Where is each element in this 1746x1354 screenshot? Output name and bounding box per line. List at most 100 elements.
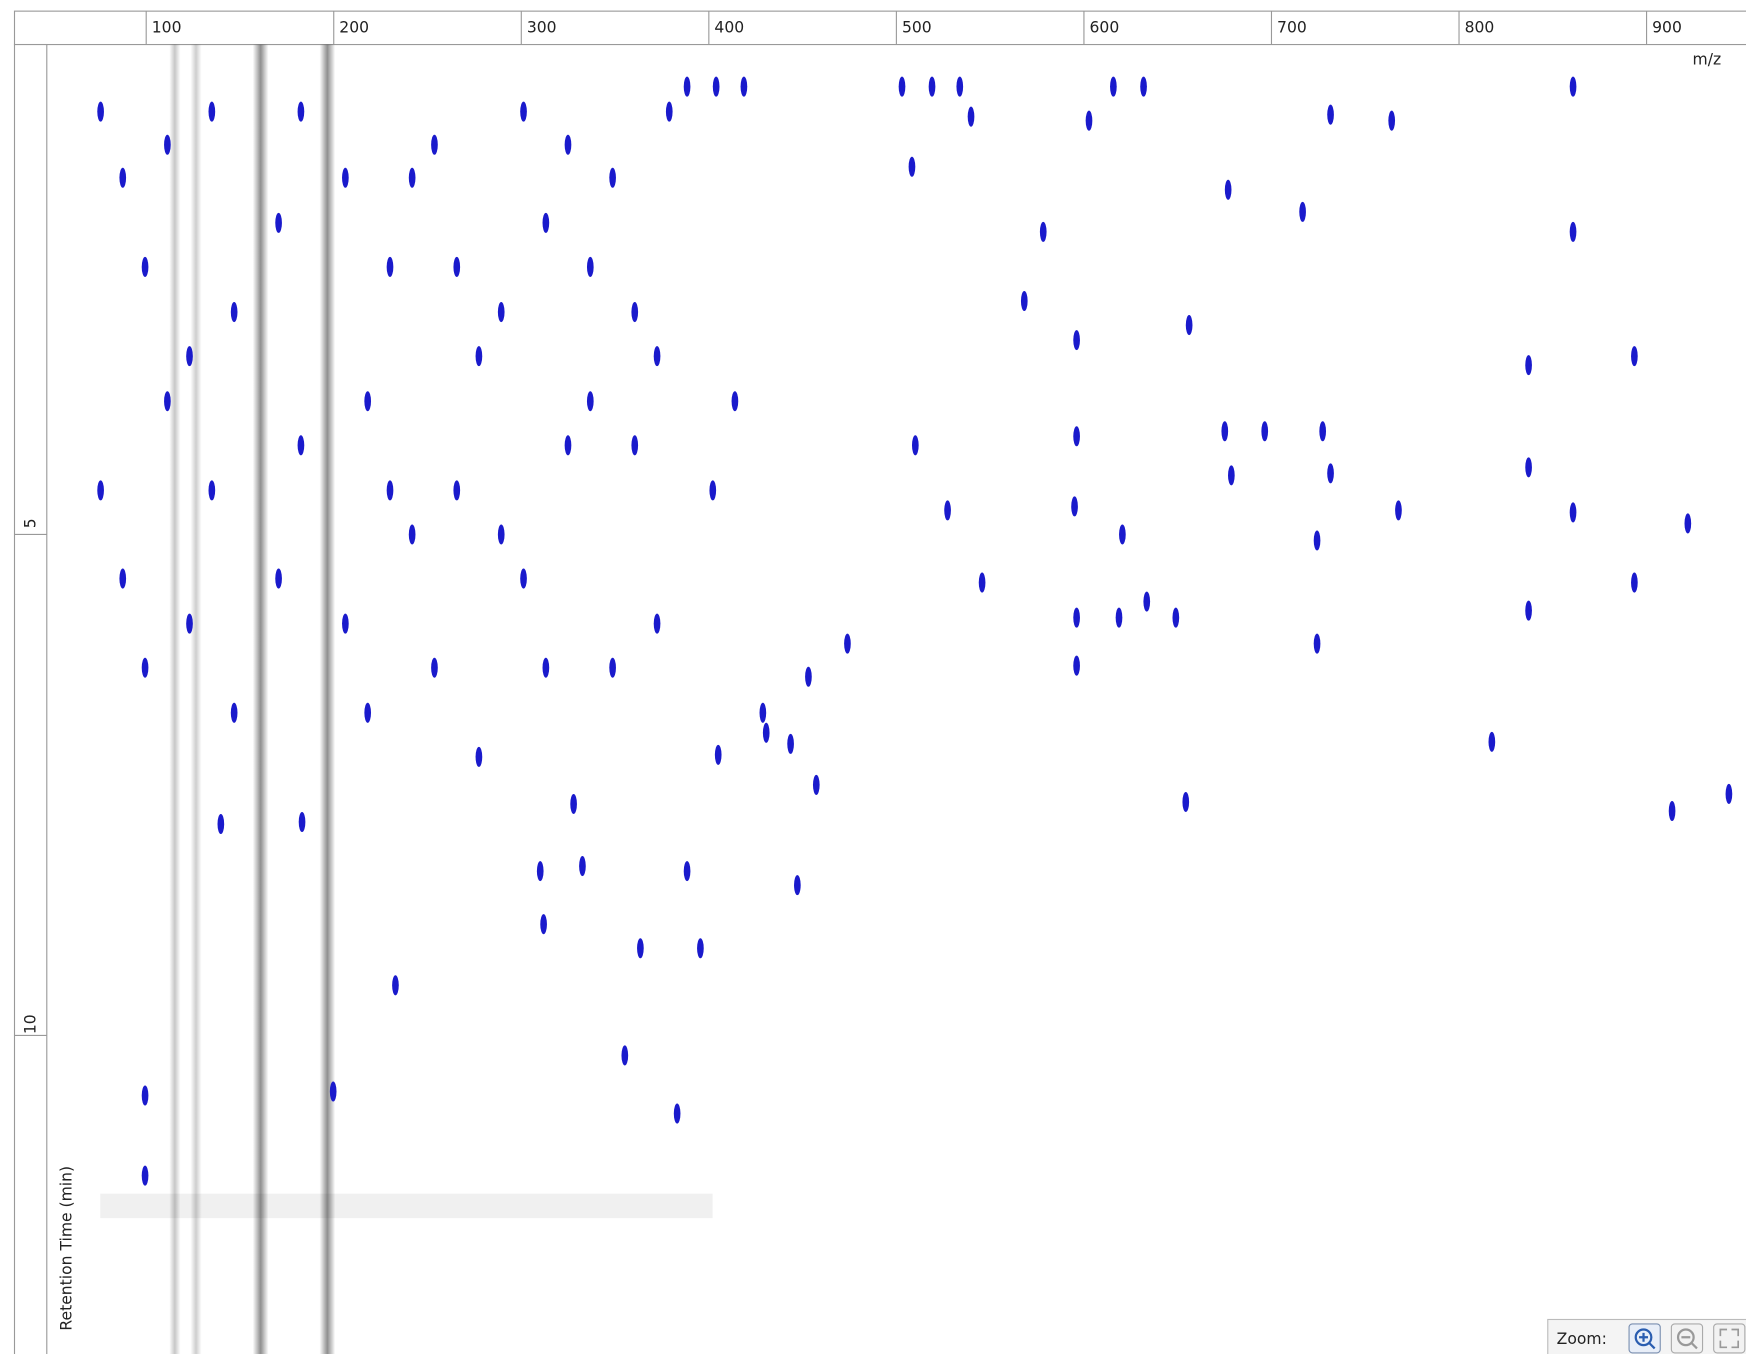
zoom-out-button[interactable] (1671, 1324, 1702, 1353)
peak (142, 257, 149, 277)
peak (666, 102, 673, 122)
peak (674, 1104, 681, 1124)
peak (1525, 601, 1532, 621)
peak (1299, 202, 1306, 222)
x-tick-label: 900 (1652, 18, 1682, 36)
peak (1073, 608, 1080, 628)
peak (760, 703, 767, 723)
peak (732, 391, 739, 411)
peak (217, 814, 224, 834)
peak (621, 1045, 628, 1065)
peak (1395, 500, 1402, 520)
peak (909, 157, 916, 177)
peak (899, 77, 906, 97)
zoom-fit-button[interactable] (1714, 1324, 1745, 1353)
peak (794, 875, 801, 895)
x-tick-label: 300 (527, 18, 557, 36)
peak (844, 634, 851, 654)
peak (684, 861, 691, 881)
peak (409, 168, 416, 188)
peak (944, 500, 951, 520)
peak (537, 861, 544, 881)
x-axis-label: m/z (1693, 51, 1722, 69)
peak (231, 703, 238, 723)
peak (298, 435, 305, 455)
peak (119, 569, 126, 589)
background-signal (190, 45, 201, 1354)
peak (431, 135, 438, 155)
zoom-in-button[interactable] (1629, 1324, 1660, 1353)
peak (1570, 502, 1577, 522)
peak (364, 391, 371, 411)
peak (275, 213, 282, 233)
peak (164, 135, 171, 155)
x-tick-label: 100 (152, 18, 182, 36)
peak (476, 747, 483, 767)
peak (929, 77, 936, 97)
peak (813, 775, 820, 795)
peak (520, 102, 527, 122)
plot-area (97, 45, 1732, 1354)
peak (498, 524, 505, 544)
peak (1071, 496, 1078, 516)
peak (1631, 573, 1638, 593)
zoom-label: Zoom: (1557, 1330, 1607, 1348)
peak (1021, 291, 1028, 311)
peak (387, 257, 394, 277)
peak (1228, 465, 1235, 485)
peak (231, 302, 238, 322)
peak (409, 524, 416, 544)
peak (609, 658, 616, 678)
peak (1388, 111, 1395, 131)
background-signal (100, 1194, 712, 1218)
peak (1110, 77, 1117, 97)
x-tick-label: 700 (1277, 18, 1307, 36)
peak (1489, 732, 1496, 752)
peak (1684, 513, 1691, 533)
background-signal (169, 45, 180, 1354)
background-signal (253, 45, 269, 1354)
peak (299, 812, 306, 832)
peak (1182, 792, 1189, 812)
x-tick-label: 600 (1089, 18, 1119, 36)
peak (565, 435, 572, 455)
peak (142, 1085, 149, 1105)
peak (392, 975, 399, 995)
peak (1726, 784, 1733, 804)
background-signal (320, 45, 336, 1354)
peak (540, 914, 547, 934)
peak (570, 794, 577, 814)
y-axis-strip (15, 45, 47, 1354)
x-tick-label: 400 (714, 18, 744, 36)
peak (1172, 608, 1179, 628)
peak (387, 480, 394, 500)
peak (142, 1166, 149, 1186)
peak (968, 107, 975, 127)
peak (631, 302, 638, 322)
peak (654, 614, 661, 634)
peak (453, 480, 460, 500)
peak (709, 480, 716, 500)
peak (498, 302, 505, 322)
peak (1327, 105, 1334, 125)
peak (1040, 222, 1047, 242)
peak (208, 480, 215, 500)
peak (715, 745, 722, 765)
peak (979, 573, 986, 593)
x-tick-label: 200 (339, 18, 369, 36)
peak (186, 346, 193, 366)
x-tick-label: 500 (902, 18, 932, 36)
peak (275, 569, 282, 589)
peak (1143, 592, 1150, 612)
peak (520, 569, 527, 589)
y-axis-label: Retention Time (min) (57, 1166, 75, 1331)
peak (97, 102, 104, 122)
peak (342, 614, 349, 634)
peak (1073, 330, 1080, 350)
peak (1525, 355, 1532, 375)
peak (579, 856, 586, 876)
peak (587, 257, 594, 277)
peak (476, 346, 483, 366)
peak (342, 168, 349, 188)
peak (713, 77, 720, 97)
